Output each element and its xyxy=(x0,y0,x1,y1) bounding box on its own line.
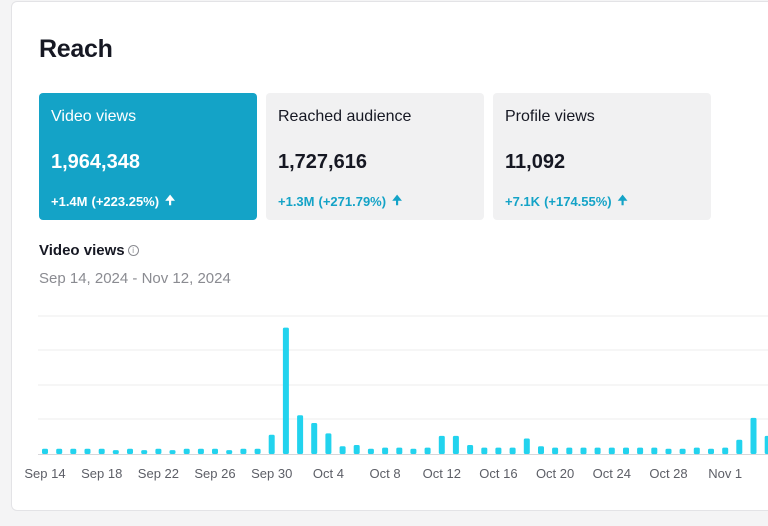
chart-bar[interactable] xyxy=(410,448,417,454)
section-title: Reach xyxy=(39,35,113,63)
tile-change: +7.1K (+174.55%) 🠉 xyxy=(505,191,628,212)
change-amount: +1.4M xyxy=(51,194,88,209)
chart-bar[interactable] xyxy=(438,435,445,454)
chart-bar[interactable] xyxy=(197,448,204,454)
chart-bar[interactable] xyxy=(396,447,403,455)
arrow-up-icon: 🠉 xyxy=(617,193,628,207)
tile-label: Reached audience xyxy=(278,108,412,125)
chart-bar[interactable] xyxy=(297,415,304,454)
chart-bar[interactable] xyxy=(70,448,77,454)
chart-bar[interactable] xyxy=(495,447,502,455)
video-views-chart: Sep 14 Sep 18 Sep 22 Sep 26 Sep 30 Oct 4 Oct 8… xyxy=(24,315,768,481)
chart-bar[interactable] xyxy=(42,448,48,454)
chart-bar[interactable] xyxy=(665,448,672,454)
tile-label: Video views xyxy=(51,108,137,125)
chart-bar[interactable] xyxy=(679,448,686,454)
x-tick-label: Sep 30 xyxy=(251,466,292,481)
x-tick-label: Oct 12 xyxy=(423,466,461,481)
chart-bar[interactable] xyxy=(98,448,105,454)
x-tick-label: Sep 22 xyxy=(138,466,179,481)
x-tick-label: Oct 28 xyxy=(649,466,687,481)
chart-bar[interactable] xyxy=(56,448,63,454)
chart-bar[interactable] xyxy=(254,448,261,454)
chart-bar[interactable] xyxy=(708,448,714,454)
x-tick-label: Sep 18 xyxy=(81,466,122,481)
chart-bar[interactable] xyxy=(509,447,516,455)
chart-bar[interactable] xyxy=(169,450,176,454)
chart-bar[interactable] xyxy=(580,447,587,455)
chart-bar[interactable] xyxy=(226,450,233,454)
chart-bar[interactable] xyxy=(722,447,729,455)
chart-bar[interactable] xyxy=(637,447,644,455)
change-percent: (+174.55%) xyxy=(544,194,612,209)
tile-profile-views[interactable]: Profile views 11,092 +7.1K (+174.55%) 🠉 xyxy=(493,93,711,220)
chart-x-axis: Sep 14 Sep 18 Sep 22 Sep 26 Sep 30 Oct 4 Oct 8… xyxy=(24,466,742,481)
chart-bar[interactable] xyxy=(651,447,658,455)
chart-bar[interactable] xyxy=(339,446,346,454)
x-tick-label: Oct 8 xyxy=(370,466,401,481)
change-amount: +1.3M xyxy=(278,194,315,209)
x-tick-label: Nov 1 xyxy=(708,466,742,481)
chart-bar[interactable] xyxy=(566,447,573,455)
arrow-up-icon: 🠉 xyxy=(165,193,176,207)
chart-bar[interactable] xyxy=(183,448,190,454)
tile-change: +1.4M (+223.25%) 🠉 xyxy=(51,191,175,212)
chart-bar[interactable] xyxy=(353,445,360,454)
change-percent: (+271.79%) xyxy=(318,194,387,209)
tile-value: 11,092 xyxy=(505,151,566,173)
x-tick-label: Sep 14 xyxy=(24,466,65,481)
tile-label: Profile views xyxy=(505,108,595,125)
chart-bar[interactable] xyxy=(764,435,768,454)
chart-bar[interactable] xyxy=(84,448,91,454)
chart-bar[interactable] xyxy=(141,450,148,454)
chart-bar[interactable] xyxy=(481,447,488,455)
x-tick-label: Oct 24 xyxy=(593,466,631,481)
tile-value: 1,964,348 xyxy=(51,151,140,173)
chart-bar[interactable] xyxy=(750,417,757,454)
chart-bar[interactable] xyxy=(538,446,544,454)
arrow-up-icon: 🠉 xyxy=(392,193,403,207)
chart-bars xyxy=(42,327,768,455)
chart-bar[interactable] xyxy=(240,448,247,454)
chart-bar[interactable] xyxy=(424,447,431,455)
tile-value: 1,727,616 xyxy=(278,151,367,173)
chart-bar[interactable] xyxy=(736,439,743,454)
date-range: Sep 14, 2024 - Nov 12, 2024 xyxy=(39,270,231,287)
change-amount: +7.1K xyxy=(505,194,541,209)
tile-reached-audience[interactable]: Reached audience 1,727,616 +1.3M (+271.7… xyxy=(266,93,484,220)
x-tick-label: Oct 20 xyxy=(536,466,574,481)
chart-bar[interactable] xyxy=(112,450,119,454)
chart-title: Video views i xyxy=(39,242,139,259)
chart-bar[interactable] xyxy=(452,435,459,454)
chart-bar[interactable] xyxy=(127,448,133,454)
x-tick-label: Oct 4 xyxy=(313,466,344,481)
chart-bar[interactable] xyxy=(282,327,289,454)
chart-bar[interactable] xyxy=(523,438,530,455)
chart-bar[interactable] xyxy=(268,434,275,454)
x-tick-label: Sep 26 xyxy=(194,466,235,481)
change-percent: (+223.25%) xyxy=(91,194,160,209)
chart-bar[interactable] xyxy=(693,447,700,455)
chart-bar[interactable] xyxy=(552,447,559,455)
x-tick-label: Oct 16 xyxy=(479,466,517,481)
reach-card: Reach Video views 1,964,348 +1.4M (+223.… xyxy=(11,1,768,511)
chart-bar[interactable] xyxy=(623,447,629,455)
chart-bar[interactable] xyxy=(212,448,218,454)
chart-bar[interactable] xyxy=(608,447,615,455)
chart-bar[interactable] xyxy=(155,448,162,454)
chart-bar[interactable] xyxy=(325,433,332,454)
chart-grid xyxy=(38,315,768,455)
chart-title-text: Video views xyxy=(39,242,125,259)
chart-bar[interactable] xyxy=(382,447,389,455)
chart-bar[interactable] xyxy=(367,448,374,454)
info-icon[interactable]: i xyxy=(127,245,139,256)
chart-bar[interactable] xyxy=(467,445,474,454)
tile-video-views[interactable]: Video views 1,964,348 +1.4M (+223.25%) 🠉 xyxy=(39,93,257,220)
tile-change: +1.3M (+271.79%) 🠉 xyxy=(278,191,402,212)
chart-bar[interactable] xyxy=(311,423,318,454)
chart-bar[interactable] xyxy=(594,447,601,455)
